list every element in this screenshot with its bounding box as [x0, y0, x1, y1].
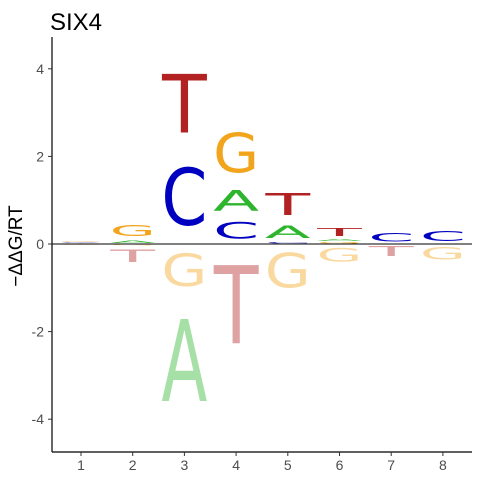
- x-tick-label: 2: [129, 457, 137, 473]
- x-tick-label: 8: [439, 457, 447, 473]
- logo-letter-t: T: [316, 227, 362, 239]
- logo-letter-t: T: [264, 188, 311, 223]
- logo-letter-c: C: [368, 231, 414, 244]
- x-tick-label: 6: [336, 457, 344, 473]
- logo-letter-g: G: [58, 244, 104, 245]
- logo-letter-g: G: [213, 122, 259, 185]
- x-tick-label: 4: [232, 457, 240, 473]
- logo-letter-g: G: [161, 245, 207, 297]
- y-tick-label: 0: [36, 236, 44, 252]
- logo-letter-g: G: [58, 241, 104, 242]
- axes: -4 -2 0 2 4 1 2 3 4 5 6 7 8: [32, 37, 472, 473]
- logo-letter-t: T: [213, 244, 259, 369]
- x-tick-label: 1: [77, 457, 85, 473]
- logo-letter-a: A: [317, 239, 364, 242]
- logo-letter-c: C: [420, 229, 466, 244]
- logo-letter-g: G: [110, 223, 156, 240]
- logo-letter-c: C: [161, 154, 207, 245]
- x-tick-label: 5: [284, 457, 292, 473]
- logo-letter-t: T: [109, 247, 156, 266]
- logo-letter-g: G: [265, 244, 311, 299]
- y-tick-label: 2: [36, 148, 44, 164]
- logo-letter-t: T: [368, 244, 415, 259]
- logo-letter-a: A: [213, 185, 259, 218]
- logo-letter-c: C: [58, 242, 104, 243]
- y-tick-label: -4: [32, 411, 45, 427]
- logo-letter-g: G: [317, 242, 363, 244]
- x-tick-label: 3: [181, 457, 189, 473]
- logo-letter-g: G: [420, 245, 466, 264]
- logo-letter-g: G: [110, 244, 156, 246]
- x-tick-label: 7: [387, 457, 395, 473]
- chart-title: SIX4: [50, 9, 102, 36]
- y-axis-title: −ΔΔG/RT: [6, 205, 27, 287]
- logo-letter-a: A: [110, 240, 157, 244]
- logo-letter-g: G: [317, 244, 363, 266]
- logo-letter-a: A: [265, 222, 312, 242]
- logo-letter-c: C: [265, 242, 311, 244]
- y-tick-label: -2: [32, 324, 45, 340]
- y-tick-label: 4: [36, 61, 44, 77]
- logo-glyphs: ACGGAGGTCTGACAGTCATGGATGCTCG: [58, 59, 466, 427]
- logo-letter-t: T: [161, 59, 208, 152]
- logo-letter-a: A: [161, 297, 207, 428]
- logo-letter-c: C: [213, 218, 259, 244]
